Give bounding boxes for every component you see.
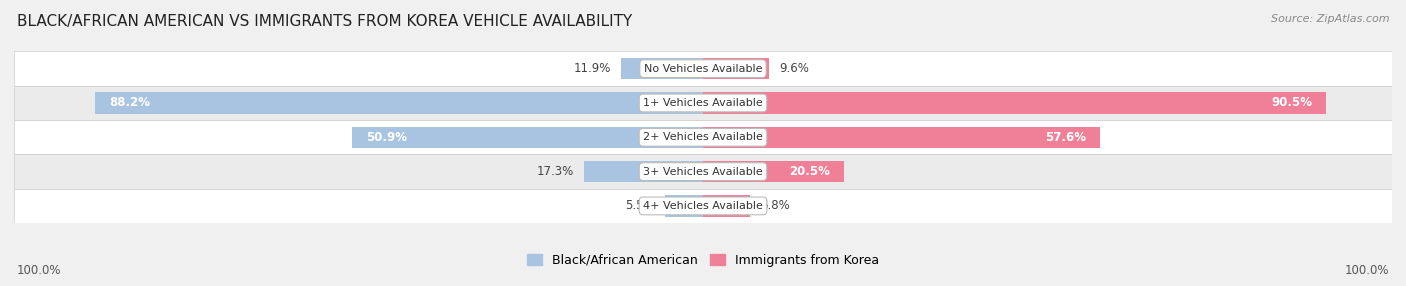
Bar bbox=[14, 51, 1392, 86]
Text: 1+ Vehicles Available: 1+ Vehicles Available bbox=[643, 98, 763, 108]
Text: BLACK/AFRICAN AMERICAN VS IMMIGRANTS FROM KOREA VEHICLE AVAILABILITY: BLACK/AFRICAN AMERICAN VS IMMIGRANTS FRO… bbox=[17, 14, 633, 29]
Text: 17.3%: 17.3% bbox=[536, 165, 574, 178]
Bar bbox=[583, 161, 703, 182]
Bar bbox=[14, 86, 1392, 120]
Text: 4+ Vehicles Available: 4+ Vehicles Available bbox=[643, 201, 763, 211]
Bar bbox=[703, 161, 844, 182]
Bar bbox=[703, 92, 1326, 114]
Bar bbox=[14, 120, 1392, 154]
Bar bbox=[96, 92, 703, 114]
Bar bbox=[353, 127, 703, 148]
Bar bbox=[703, 127, 1099, 148]
Legend: Black/African American, Immigrants from Korea: Black/African American, Immigrants from … bbox=[522, 249, 884, 272]
Text: 11.9%: 11.9% bbox=[574, 62, 610, 75]
Text: 100.0%: 100.0% bbox=[17, 265, 62, 277]
Text: 88.2%: 88.2% bbox=[110, 96, 150, 110]
Text: 6.8%: 6.8% bbox=[761, 199, 790, 212]
Bar bbox=[621, 58, 703, 79]
Text: 2+ Vehicles Available: 2+ Vehicles Available bbox=[643, 132, 763, 142]
Text: 90.5%: 90.5% bbox=[1271, 96, 1313, 110]
Text: 5.5%: 5.5% bbox=[626, 199, 655, 212]
Text: 100.0%: 100.0% bbox=[1344, 265, 1389, 277]
Text: 50.9%: 50.9% bbox=[366, 131, 408, 144]
Bar bbox=[14, 189, 1392, 223]
Text: 20.5%: 20.5% bbox=[790, 165, 831, 178]
Text: 3+ Vehicles Available: 3+ Vehicles Available bbox=[643, 167, 763, 176]
Bar bbox=[14, 154, 1392, 189]
Bar bbox=[665, 195, 703, 217]
Text: 9.6%: 9.6% bbox=[779, 62, 810, 75]
Text: Source: ZipAtlas.com: Source: ZipAtlas.com bbox=[1271, 14, 1389, 24]
Text: No Vehicles Available: No Vehicles Available bbox=[644, 64, 762, 74]
Bar bbox=[703, 58, 769, 79]
Text: 57.6%: 57.6% bbox=[1045, 131, 1085, 144]
Bar bbox=[703, 195, 749, 217]
